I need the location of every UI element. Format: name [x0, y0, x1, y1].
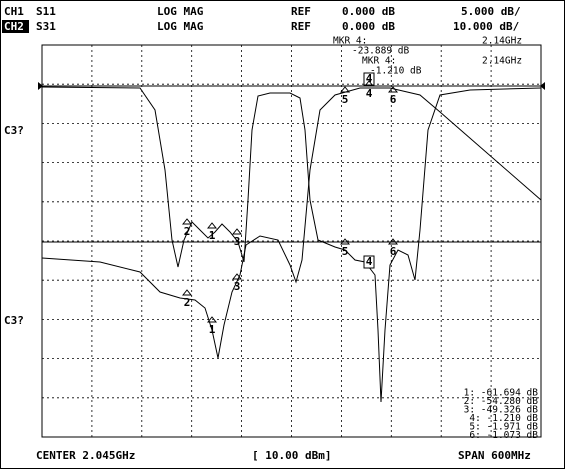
param: S11 — [36, 5, 56, 18]
marker-label: 1 — [209, 229, 216, 242]
marker-arrow — [387, 86, 399, 93]
side-label: C3? — [4, 124, 24, 137]
marker-label: 3 — [234, 235, 241, 248]
marker-arrow — [206, 222, 218, 229]
marker-arrow — [231, 228, 243, 235]
scale: 10.000 dB/ — [453, 20, 520, 33]
span: SPAN 600MHz — [458, 449, 531, 462]
marker-label: 6 — [390, 93, 397, 106]
marker-readout: MKR 4: — [333, 36, 367, 47]
center-frequency: CENTER 2.045GHz — [36, 449, 135, 462]
ref-value: 0.000 dB — [342, 20, 395, 33]
marker-list-entry: 2: -54.280 dB — [464, 396, 539, 407]
marker-box — [363, 72, 375, 86]
trace-s11 — [41, 86, 542, 403]
graticule — [41, 44, 542, 438]
channel: CH2 — [4, 20, 24, 33]
format: LOG MAG — [157, 20, 204, 33]
marker-arrow — [206, 316, 218, 323]
marker-arrow — [231, 273, 243, 280]
trace-s31 — [41, 87, 542, 359]
marker-label: 4 — [366, 255, 373, 268]
marker-list-entry: 5: -1.971 dB — [469, 422, 538, 433]
marker-readout: MKR 4: — [362, 56, 396, 67]
marker-arrow — [181, 289, 193, 296]
marker-list-entry: 1: -61.694 dB — [464, 388, 539, 399]
marker-readout: 2.14GHz — [482, 56, 522, 67]
marker-arrow — [363, 80, 375, 87]
marker-label: 4 — [366, 87, 373, 100]
scale: 5.000 dB/ — [461, 5, 521, 18]
param: S31 — [36, 20, 56, 33]
active-channel-box — [2, 20, 29, 33]
marker-arrow — [339, 86, 351, 93]
marker-label: 2 — [184, 225, 191, 238]
ref-value: 0.000 dB — [342, 5, 395, 18]
format: LOG MAG — [157, 5, 204, 18]
marker-box — [363, 255, 375, 269]
side-label: C3? — [4, 314, 24, 327]
marker-label: 1 — [209, 323, 216, 336]
marker-label: 4 — [366, 72, 373, 85]
marker-readout: 2.14GHz — [482, 36, 522, 47]
marker-arrow — [387, 238, 399, 245]
ref-label: REF — [291, 5, 311, 18]
channel: CH1 — [4, 5, 24, 18]
marker-list-entry: 6: -1.073 dB — [469, 430, 538, 441]
marker-label: 2 — [184, 296, 191, 309]
marker-label: 5 — [342, 245, 349, 258]
source-power: [ 10.00 dBm] — [252, 449, 331, 462]
marker-list-entry: 4: -1.210 dB — [469, 413, 538, 424]
marker-readout: -23.889 dB — [352, 46, 409, 57]
marker-readout: -1.210 dB — [370, 66, 422, 77]
ref-label: REF — [291, 20, 311, 33]
marker-label: 6 — [390, 245, 397, 258]
marker-list-entry: 3: -49.326 dB — [464, 405, 539, 416]
marker-label: 3 — [234, 280, 241, 293]
marker-label: 5 — [342, 93, 349, 106]
marker-arrow — [181, 218, 193, 225]
marker-arrow — [339, 238, 351, 245]
